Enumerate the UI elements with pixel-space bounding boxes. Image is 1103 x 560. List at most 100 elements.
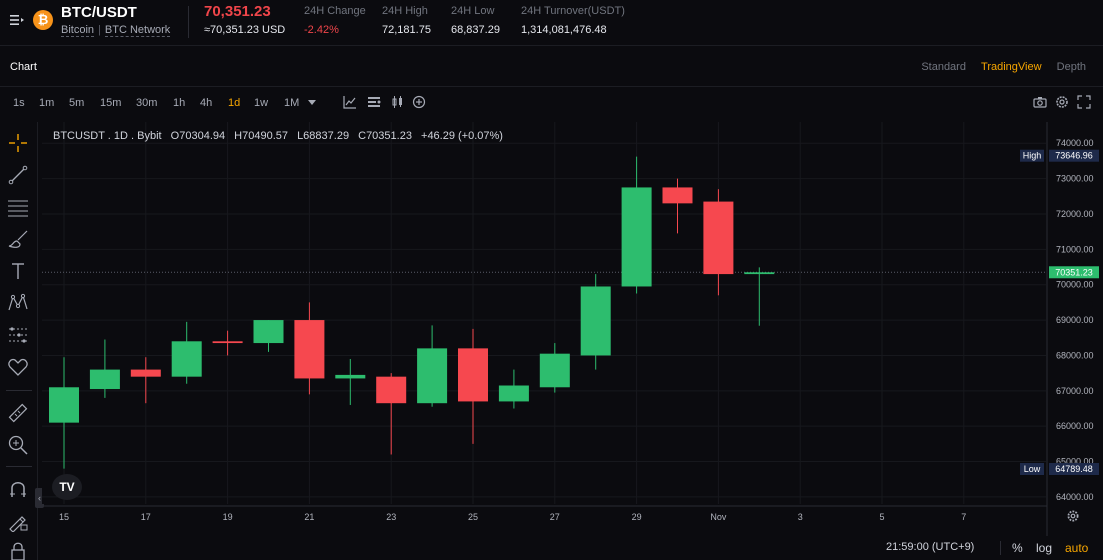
lock-drawing-icon[interactable] [7, 510, 29, 532]
x-tick-label: 15 [59, 512, 69, 522]
stat-value: -2.42% [304, 24, 339, 36]
tab-chart[interactable]: Chart [10, 61, 37, 73]
templates-icon[interactable] [367, 95, 381, 109]
log-scale-button[interactable]: log [1036, 541, 1053, 555]
legend-open: O70304.94 [170, 130, 226, 142]
timeframe-30m[interactable]: 30m [136, 97, 158, 109]
y-tick-label: 65000.00 [1056, 457, 1094, 467]
brush-icon[interactable] [7, 228, 29, 250]
timeframe-1s[interactable]: 1s [13, 97, 25, 109]
legend-change: +46.29 (+0.07%) [421, 130, 503, 142]
candle-body [621, 187, 652, 287]
y-tick-label: 71000.00 [1056, 244, 1094, 254]
stat-value: 1,314,081,476.48 [521, 24, 607, 36]
market-header: ₿ BTC/USDT Bitcoin | BTC Network 70,351.23… [0, 0, 1103, 46]
y-tick-label: 74000.00 [1056, 138, 1094, 148]
legend-symbol: BTCUSDT . 1D . Bybit [53, 130, 162, 142]
price-chart[interactable]: 64000.00 65000.00 66000.00 67000.00 68000.00… [0, 0, 1103, 536]
candle-body [580, 286, 611, 356]
candle-body [417, 348, 448, 404]
y-tick-label: 69000.00 [1056, 315, 1094, 325]
pair-title[interactable]: BTC/USDT [61, 4, 137, 21]
coin-name-link[interactable]: Bitcoin [61, 24, 95, 37]
candle-body [703, 201, 734, 275]
chart-bottom-bar: 21:59:00 (UTC+9) % log auto [0, 536, 1103, 560]
add-icon[interactable] [412, 95, 426, 109]
auto-scale-button[interactable]: auto [1065, 541, 1089, 555]
x-tick-label: 5 [879, 512, 884, 522]
collapse-toolbar-button[interactable]: ‹ [35, 488, 44, 508]
timeframe-5m[interactable]: 5m [69, 97, 85, 109]
x-tick-label: 29 [632, 512, 642, 522]
high-marker-value-bg [1049, 149, 1099, 162]
view-switcher: Standard TradingView Depth [909, 61, 1086, 73]
legend-close: C70351.23 [358, 130, 412, 142]
timeframe-15m[interactable]: 15m [100, 97, 122, 109]
menu-icon[interactable] [9, 12, 25, 28]
view-tradingview[interactable]: TradingView [981, 61, 1042, 73]
magnet-icon[interactable] [7, 478, 29, 500]
high-marker-label: High [1023, 151, 1042, 161]
zoom-in-icon[interactable] [7, 434, 29, 456]
candle-type-icon[interactable] [391, 95, 405, 109]
timeframe-1d[interactable]: 1d [228, 97, 241, 109]
candle-body [130, 369, 161, 377]
ohlc-legend: BTCUSDT . 1D . Bybit O70304.94 H70490.57… [53, 130, 503, 142]
timeframe-4h[interactable]: 4h [200, 97, 213, 109]
prediction-icon[interactable] [7, 324, 29, 346]
tradingview-logo[interactable]: TV [52, 474, 82, 500]
legend-low: L68837.29 [297, 130, 350, 142]
timeframe-1M[interactable]: 1M [284, 97, 300, 109]
view-depth[interactable]: Depth [1056, 61, 1086, 73]
candle-body [49, 387, 79, 423]
x-tick-label: 19 [223, 512, 233, 522]
timeframe-1h[interactable]: 1h [173, 97, 186, 109]
stat-value: 68,837.29 [451, 24, 500, 36]
percent-scale-button[interactable]: % [1012, 541, 1023, 555]
y-tick-label: 73000.00 [1056, 174, 1094, 184]
low-marker-label-bg [1020, 463, 1044, 476]
timeframe-1m[interactable]: 1m [39, 97, 55, 109]
timeframe-1w[interactable]: 1w [254, 97, 269, 109]
stat-label: 24H Low [451, 5, 495, 17]
candle-body [498, 385, 529, 402]
heart-icon[interactable] [7, 356, 29, 378]
ruler-icon[interactable] [7, 402, 29, 424]
low-marker-value: 64789.48 [1055, 464, 1093, 474]
fib-retracement-icon[interactable] [7, 196, 29, 218]
crosshair-icon[interactable] [7, 132, 29, 154]
plot-background [42, 122, 1046, 504]
chart-settings-icon[interactable] [1066, 509, 1080, 523]
drawing-toolbar [0, 122, 38, 560]
legend-high: H70490.57 [234, 130, 288, 142]
x-tick-label: 23 [386, 512, 396, 522]
camera-icon[interactable] [1033, 95, 1047, 109]
fullscreen-icon[interactable] [1077, 95, 1091, 109]
y-tick-label: 64000.00 [1056, 492, 1094, 502]
bottom-divider [1000, 541, 1001, 555]
pattern-icon[interactable] [7, 292, 29, 314]
last-price-tag-bg [1049, 266, 1099, 279]
text-tool-icon[interactable] [7, 260, 29, 282]
y-tick-label: 72000.00 [1056, 209, 1094, 219]
stat-label: 24H Turnover(USDT) [521, 5, 625, 17]
stat-24h-high: 24H High 72,181.75 [382, 5, 431, 36]
candle-body [335, 374, 366, 379]
candle-body [539, 353, 570, 388]
settings-icon[interactable] [1055, 95, 1069, 109]
x-tick-label: 21 [304, 512, 314, 522]
candle-body [212, 341, 243, 344]
network-link[interactable]: BTC Network [104, 24, 171, 37]
y-tick-label: 66000.00 [1056, 421, 1094, 431]
trend-line-icon[interactable] [7, 164, 29, 186]
lock-icon[interactable] [7, 540, 29, 560]
x-tick-label: 3 [798, 512, 803, 522]
chart-tab-row: Chart Standard TradingView Depth [0, 47, 1103, 87]
timeframe-dropdown-icon[interactable] [307, 97, 317, 107]
x-tick-label: 27 [550, 512, 560, 522]
stat-value: 72,181.75 [382, 24, 431, 36]
high-marker-value: 73646.96 [1055, 151, 1093, 161]
indicators-icon[interactable] [343, 95, 357, 109]
view-standard[interactable]: Standard [921, 61, 966, 73]
candle-body [458, 348, 488, 402]
